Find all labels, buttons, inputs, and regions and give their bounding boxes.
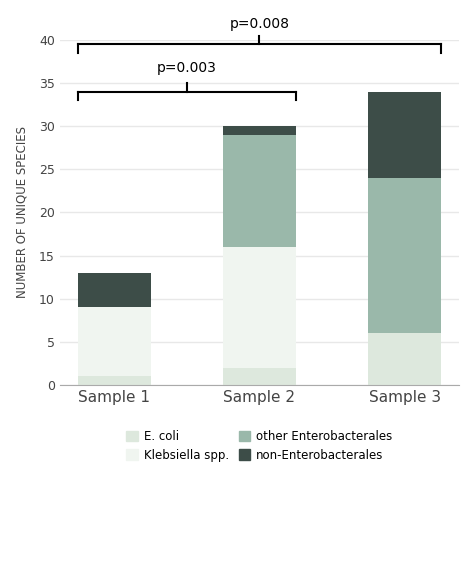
Text: p=0.008: p=0.008: [229, 17, 290, 32]
Bar: [78, 307, 151, 376]
Bar: [368, 333, 441, 385]
Bar: [368, 178, 441, 333]
Bar: [368, 92, 441, 178]
Bar: [78, 376, 151, 385]
Bar: [223, 367, 296, 385]
Bar: [223, 126, 296, 135]
Bar: [223, 135, 296, 247]
Legend: E. coli, Klebsiella spp., other Enterobacterales, non-Enterobacterales: E. coli, Klebsiella spp., other Enteroba…: [126, 430, 392, 462]
Bar: [223, 247, 296, 367]
Y-axis label: NUMBER OF UNIQUE SPECIES: NUMBER OF UNIQUE SPECIES: [15, 126, 28, 298]
Text: p=0.003: p=0.003: [157, 60, 217, 75]
Bar: [78, 273, 151, 307]
